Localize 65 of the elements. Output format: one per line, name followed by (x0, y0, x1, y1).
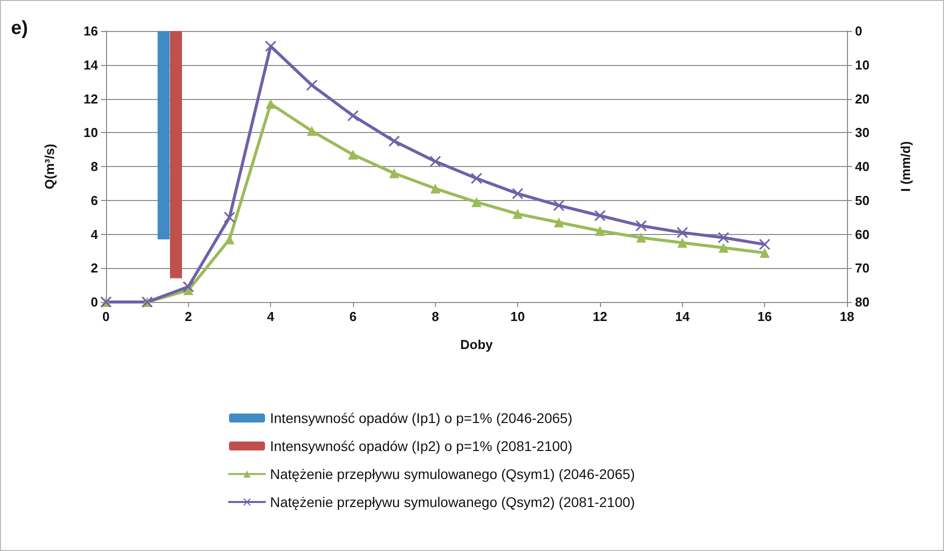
y2-tick-label: 70 (855, 260, 870, 276)
x-axis-title: Doby (460, 337, 494, 352)
point (636, 232, 646, 243)
x-tick-label: 12 (592, 309, 608, 324)
y2-tick-label: 60 (855, 226, 870, 242)
point (595, 226, 605, 236)
y2-tick-label: 0 (855, 24, 862, 38)
legend-label: Intensywność opadów (Ip1) o p=1% (2046-2065) (270, 410, 572, 426)
y-tick-label: 12 (84, 91, 98, 106)
point (266, 98, 276, 109)
x-tick-label: 10 (510, 309, 525, 324)
y2-tick-label: 80 (855, 294, 870, 310)
y2-tick-label: 40 (855, 159, 870, 174)
point (760, 248, 770, 258)
point (389, 168, 400, 178)
point (224, 212, 235, 223)
point (512, 188, 524, 200)
y2-tick-label: 50 (855, 192, 870, 208)
y-tick-label: 2 (90, 260, 98, 276)
y-tick-label: 6 (90, 192, 98, 208)
y-tick-label: 0 (90, 294, 98, 310)
y-tick-label: 4 (90, 226, 99, 242)
point (759, 238, 770, 250)
point (388, 136, 400, 147)
text: e) (11, 18, 28, 39)
point (471, 172, 482, 184)
y-tick-label: 14 (84, 57, 99, 72)
y-tick-label: 8 (90, 159, 98, 174)
point (472, 197, 482, 208)
legend-label: Natężenie przepływu symulowanego (Qsym2) (2081-2100) (270, 494, 635, 510)
point (677, 238, 688, 248)
y-tick-label: 16 (84, 24, 98, 38)
point (594, 210, 606, 222)
x-tick-label: 0 (102, 309, 110, 324)
legend-label: Intensywność opadów (Ip2) o p=1% (2081-2100) (270, 438, 572, 454)
point (676, 227, 688, 238)
point (306, 80, 318, 91)
x-tick-label: 16 (757, 309, 772, 324)
x-tick-label: 2 (184, 309, 192, 324)
x-tick-label: 8 (432, 309, 439, 324)
x-tick-label: 18 (840, 309, 854, 324)
point (553, 200, 564, 211)
point (348, 150, 358, 160)
point (224, 234, 234, 244)
point (265, 40, 276, 52)
y2-tick-label: 20 (855, 91, 870, 106)
point (306, 126, 317, 136)
x-tick-label: 14 (675, 309, 690, 324)
point (512, 208, 523, 219)
point (554, 217, 564, 228)
point (636, 220, 647, 232)
point (718, 232, 729, 244)
point (430, 156, 441, 167)
y2-axis-title: I (mm/d) (898, 141, 913, 192)
y-tick-label: 10 (84, 125, 98, 140)
y-axis-title: Q(m³/s) (42, 144, 57, 190)
x-tick-label: 6 (349, 309, 357, 324)
y2-tick-label: 10 (855, 57, 870, 72)
point (430, 184, 440, 194)
point (182, 281, 194, 292)
y2-tick-label: 30 (855, 125, 870, 140)
x-tick-label: 4 (267, 309, 276, 324)
point (718, 242, 728, 253)
legend-label: Natężenie przepływu symulowanego (Qsym1) (2046-2065) (270, 466, 635, 482)
point (348, 110, 358, 122)
